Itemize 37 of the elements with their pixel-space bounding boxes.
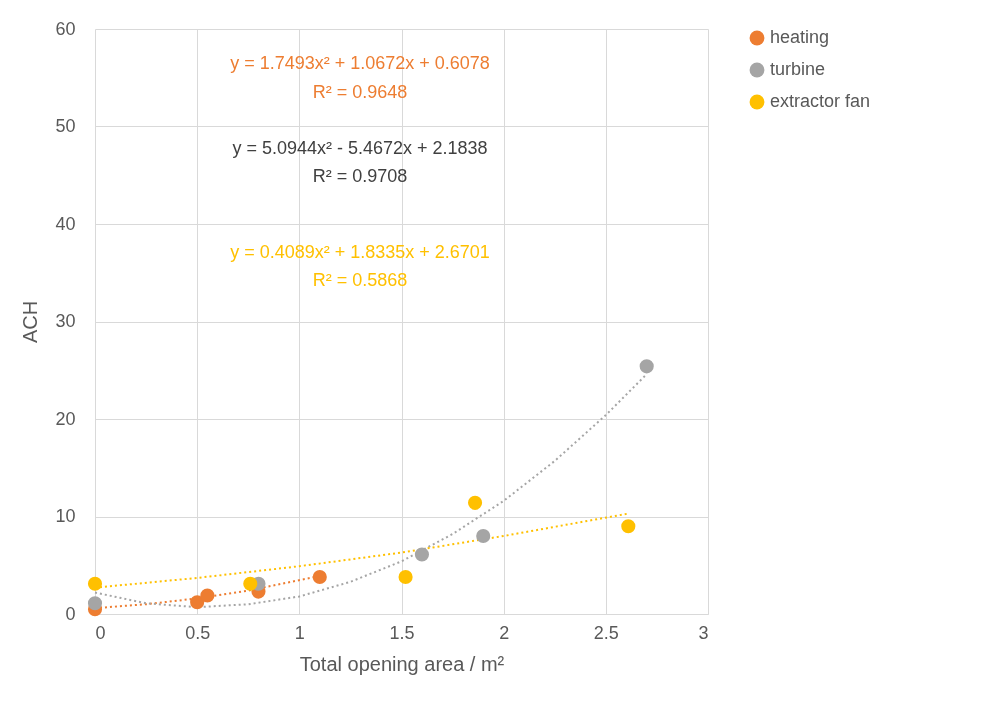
point: [87, 596, 103, 611]
annotation: y = 1.7493x² + 1.0672x + 0.6078: [230, 53, 490, 73]
x-tick-label: 0.5: [185, 622, 211, 643]
point: [414, 547, 429, 562]
point: [467, 495, 483, 510]
annotation: y = 5.0944x² - 5.4672x + 2.1838: [232, 138, 488, 158]
y-tick-label: 60: [55, 18, 76, 39]
y-tick-label: 10: [55, 506, 76, 526]
y-axis-title: ACH: [19, 300, 42, 344]
legend-label: turbine: [770, 59, 826, 79]
x-tick-label: 2: [499, 622, 510, 643]
point: [398, 569, 413, 585]
point: [639, 359, 654, 374]
point: [190, 595, 205, 610]
legend-label: heating: [770, 27, 830, 47]
legend-label: extractor fan: [770, 91, 871, 111]
point: [312, 569, 327, 585]
y-tick-label: 50: [55, 116, 76, 136]
x-tick-label: 1.5: [389, 622, 415, 643]
point: [243, 576, 258, 591]
x-tick-label: 1: [294, 622, 305, 643]
point: [87, 576, 103, 591]
point: [200, 588, 215, 603]
annotation: y = 0.4089x² + 1.8335x + 2.6701: [230, 242, 490, 262]
annotation: R² = 0.9648: [312, 82, 408, 102]
y-tick-label: 20: [55, 408, 76, 429]
x-tick-label: 0: [95, 622, 106, 643]
x-tick-label: 3: [698, 622, 709, 643]
y-tick-label: 40: [55, 213, 76, 234]
annotation: R² = 0.5868: [312, 270, 408, 290]
x-tick-label: 2.5: [593, 622, 619, 643]
annotation: R² = 0.9708: [312, 166, 408, 186]
y-tick-label: 0: [65, 603, 76, 624]
y-tick-label: 30: [55, 311, 76, 331]
point: [621, 519, 636, 534]
x-axis-title: Total opening area / m²: [299, 652, 505, 675]
point: [476, 528, 491, 544]
